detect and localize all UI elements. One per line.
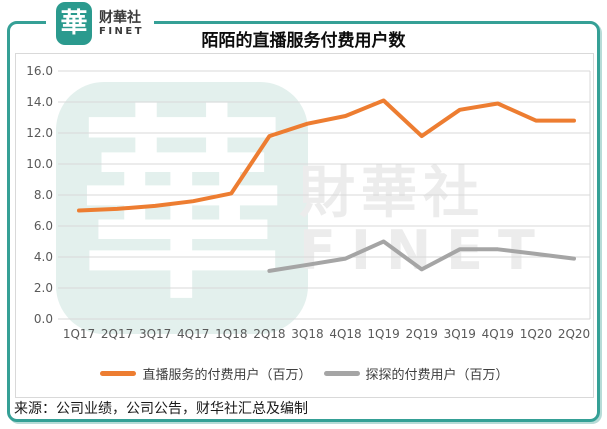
x-tick-label: 4Q17 (177, 327, 209, 341)
watermark-line1: 財華社 (299, 161, 485, 226)
watermark-text: 財華社 FINET (299, 166, 550, 278)
y-tick-label: 12.0 (26, 126, 53, 140)
finet-seal-icon: 華 (56, 2, 92, 45)
x-tick-label: 2Q17 (101, 327, 133, 341)
seal-glyph: 華 (60, 8, 88, 39)
watermark-seal-icon: 華 (56, 82, 308, 334)
legend-item-tantan: 探探的付费用户（百万） (323, 364, 509, 383)
y-tick-label: 6.0 (34, 219, 53, 233)
brand-subname: FINET (99, 25, 145, 37)
chart-title: 陌陌的直播服务付费用户数 (201, 31, 406, 51)
x-tick-label: 2Q18 (253, 327, 285, 341)
x-tick-label: 3Q17 (139, 327, 171, 341)
x-tick-label: 2Q20 (558, 327, 590, 341)
source-note: 来源：公司业绩，公司公告，财华社汇总及编制 (14, 401, 308, 417)
x-tick-label: 3Q18 (291, 327, 323, 341)
x-tick-label: 3Q19 (444, 327, 476, 341)
legend-label-tantan: 探探的付费用户（百万） (365, 368, 509, 383)
y-tick-label: 10.0 (26, 157, 53, 171)
brand-text: 财華社 FINET (99, 10, 144, 38)
y-tick-label: 8.0 (34, 188, 53, 202)
line-chart-plot: 0.0 2.0 4.0 6.0 8.0 10.0 12.0 14.0 16.0 1Q17 2Q17 3… (26, 64, 591, 341)
x-tick-label: 4Q18 (329, 327, 361, 341)
brand-name: 财華社 (99, 9, 141, 26)
y-tick-label: 14.0 (26, 95, 53, 109)
x-tick-label: 1Q19 (367, 327, 399, 341)
legend-item-live: 直播服务的付费用户（百万） (100, 364, 312, 383)
x-tick-label: 1Q20 (520, 327, 552, 341)
x-tick-label: 1Q18 (215, 327, 247, 341)
y-tick-label: 4.0 (34, 250, 53, 264)
x-tick-label: 2Q19 (406, 327, 438, 341)
series-line-tantan (267, 239, 576, 273)
x-tick-label: 1Q17 (63, 327, 95, 341)
teal-frame-border (7, 21, 600, 422)
series-line-live (77, 98, 576, 213)
chart-legend: 直播服务的付费用户（百万） 探探的付费用户（百万） (16, 364, 593, 383)
x-tick-label: 4Q19 (482, 327, 514, 341)
legend-label-live: 直播服务的付费用户（百万） (142, 368, 312, 383)
legend-swatch-live (100, 371, 137, 376)
y-tick-label: 2.0 (34, 281, 53, 295)
finet-brand-logo: 華 财華社 FINET (46, 2, 155, 45)
legend-swatch-tantan (323, 371, 360, 376)
y-tick-label: 16.0 (26, 64, 53, 78)
chart-card: 華 財華社 FINET 0.0 2.0 4.0 6.0 8.0 10.0 12.0 14.0 1… (15, 53, 594, 398)
y-tick-label: 0.0 (34, 312, 53, 326)
